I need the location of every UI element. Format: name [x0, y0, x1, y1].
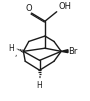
Text: ,: , [14, 49, 17, 58]
Text: Br: Br [68, 47, 78, 56]
Text: OH: OH [58, 2, 71, 11]
Text: O: O [26, 4, 33, 13]
Polygon shape [61, 50, 68, 53]
Text: H: H [37, 81, 42, 90]
Text: H: H [8, 44, 14, 53]
